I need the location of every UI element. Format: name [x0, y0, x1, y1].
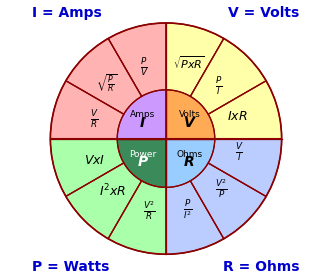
Polygon shape	[166, 23, 224, 139]
Polygon shape	[117, 139, 166, 187]
Text: I = Amps: I = Amps	[32, 6, 102, 20]
Text: $\frac{V^{2}}{R}$: $\frac{V^{2}}{R}$	[143, 200, 155, 223]
Text: I: I	[140, 116, 145, 130]
Polygon shape	[108, 139, 166, 254]
Text: R = Ohms: R = Ohms	[223, 260, 300, 274]
Text: $\frac{V}{R}$: $\frac{V}{R}$	[90, 108, 98, 130]
Polygon shape	[166, 139, 224, 254]
Text: $IxR$: $IxR$	[227, 110, 248, 123]
Polygon shape	[166, 139, 282, 196]
Text: P = Watts: P = Watts	[32, 260, 110, 274]
Text: Ohms: Ohms	[176, 150, 203, 158]
Polygon shape	[117, 90, 166, 139]
Text: V = Volts: V = Volts	[228, 6, 300, 20]
Polygon shape	[166, 81, 282, 139]
Text: P: P	[137, 155, 148, 169]
Polygon shape	[66, 38, 166, 139]
Text: $\frac{P}{I}$: $\frac{P}{I}$	[215, 75, 222, 97]
Text: V: V	[184, 116, 195, 130]
Polygon shape	[166, 139, 266, 239]
Polygon shape	[166, 139, 215, 187]
Text: $\sqrt{PxR}$: $\sqrt{PxR}$	[173, 55, 205, 71]
Polygon shape	[50, 139, 166, 196]
Text: $\frac{P}{I^{2}}$: $\frac{P}{I^{2}}$	[183, 199, 193, 222]
Text: $VxI$: $VxI$	[84, 154, 105, 167]
Polygon shape	[50, 81, 166, 139]
Text: Amps: Amps	[130, 110, 155, 119]
Text: $\frac{P}{V}$: $\frac{P}{V}$	[140, 56, 148, 78]
Polygon shape	[166, 90, 215, 139]
Text: $\sqrt{\frac{P}{R}}$: $\sqrt{\frac{P}{R}}$	[96, 73, 118, 94]
Polygon shape	[166, 38, 266, 139]
Text: $\frac{V}{I}$: $\frac{V}{I}$	[235, 141, 244, 163]
Text: Power: Power	[129, 150, 156, 158]
Polygon shape	[108, 23, 166, 139]
Text: R: R	[184, 155, 195, 169]
Text: $I^{2}xR$: $I^{2}xR$	[100, 183, 127, 200]
Polygon shape	[66, 139, 166, 239]
Text: $\frac{V^{2}}{P}$: $\frac{V^{2}}{P}$	[215, 178, 228, 200]
Text: Volts: Volts	[179, 110, 200, 119]
